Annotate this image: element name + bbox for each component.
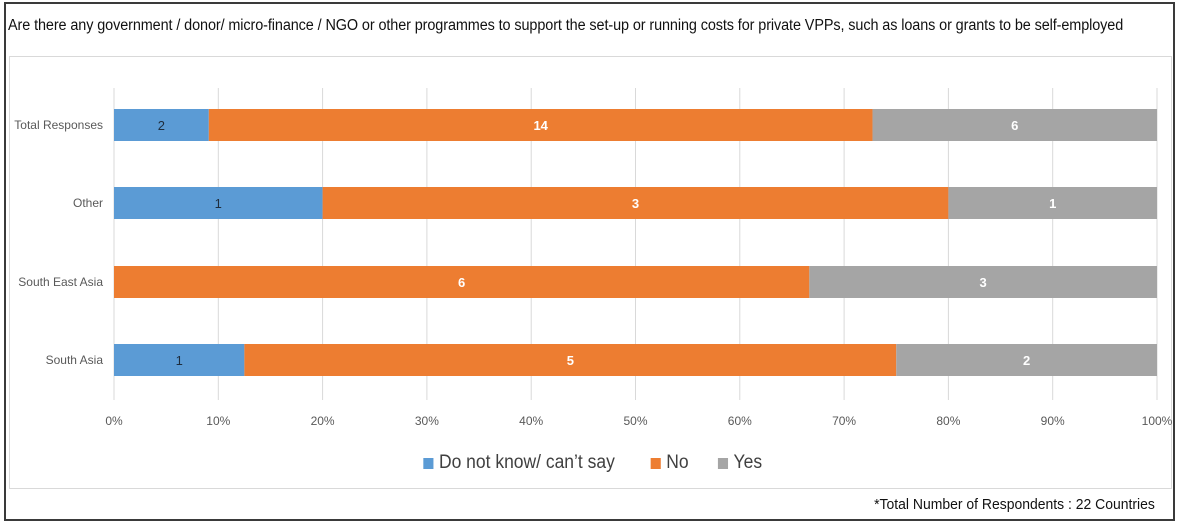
footnote: *Total Number of Respondents : 22 Countr… <box>874 496 1155 513</box>
legend-swatch <box>650 457 661 469</box>
bar-value-label: 5 <box>567 353 574 368</box>
legend-label: Do not know/ can’t say <box>438 452 615 473</box>
bar-segment <box>872 109 1157 141</box>
bar-segment <box>208 109 873 141</box>
legend-swatch <box>423 457 434 469</box>
legend-swatch <box>718 457 729 469</box>
bar-segment <box>114 344 245 376</box>
bar-segment <box>809 266 1157 298</box>
bar-segment <box>114 109 209 141</box>
plot-area-border <box>9 56 1172 489</box>
bar-segment <box>322 187 949 219</box>
category-label: Total Responses <box>14 118 103 132</box>
chart-frame <box>4 2 1175 521</box>
x-tick-label: 50% <box>623 414 647 428</box>
bar-value-label: 6 <box>1011 118 1018 133</box>
bar-value-label: 3 <box>980 275 987 290</box>
category-label: South East Asia <box>18 275 103 289</box>
legend-item: No <box>650 452 689 474</box>
bar-segment <box>114 266 810 298</box>
x-tick-label: 20% <box>311 414 335 428</box>
legend-label: No <box>666 452 689 473</box>
legend-label: Yes <box>733 452 763 473</box>
legend: Do not know/ can’t say No Yes <box>0 452 1179 474</box>
data-labels: 2 14 6 1 3 1 6 3 1 5 2 <box>158 118 1057 368</box>
bar-segment <box>114 187 323 219</box>
legend-item: Do not know/ can’t say <box>423 452 615 474</box>
category-labels: Total Responses Other South East Asia South… <box>14 118 103 367</box>
x-tick-label: 10% <box>206 414 230 428</box>
bar-segment <box>896 344 1157 376</box>
x-tick-label: 80% <box>936 414 960 428</box>
x-tick-label: 60% <box>728 414 752 428</box>
x-tick-label: 0% <box>105 414 123 428</box>
bar-segments <box>114 109 1157 376</box>
bar-segment <box>948 187 1157 219</box>
bar-value-label: 1 <box>215 196 222 211</box>
x-tick-label: 100% <box>1142 414 1173 428</box>
bar-value-label: 6 <box>458 275 465 290</box>
x-tick-label: 30% <box>415 414 439 428</box>
bar-value-label: 3 <box>632 196 639 211</box>
bar-value-label: 1 <box>1049 196 1056 211</box>
chart-title: Are there any government / donor/ micro-… <box>8 17 1124 34</box>
bar-value-label: 14 <box>533 118 548 133</box>
bar-value-label: 2 <box>1023 353 1030 368</box>
x-axis-tick-labels: 0% 10% 20% 30% 40% 50% 60% 70% 80% 90% 100% <box>105 414 1172 428</box>
category-label: Other <box>73 196 103 210</box>
category-label: South Asia <box>46 353 104 367</box>
bar-value-label: 2 <box>158 118 165 133</box>
x-tick-label: 90% <box>1041 414 1065 428</box>
x-tick-label: 70% <box>832 414 856 428</box>
legend-item: Yes <box>718 452 762 474</box>
x-tick-label: 40% <box>519 414 543 428</box>
bar-segment <box>244 344 897 376</box>
bar-value-label: 1 <box>176 353 183 368</box>
